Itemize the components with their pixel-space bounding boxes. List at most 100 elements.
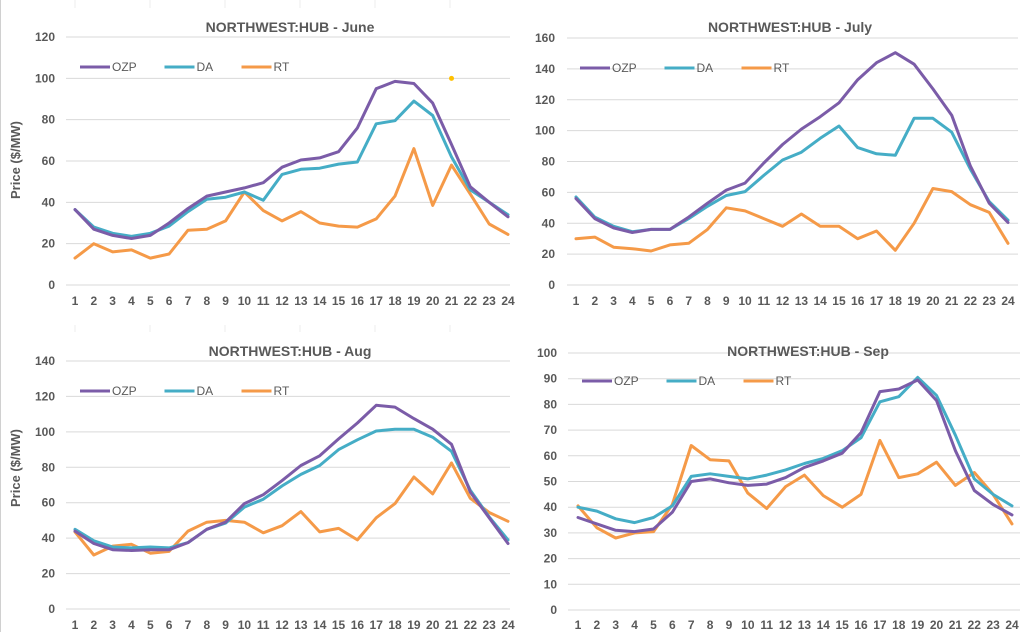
x-tick-label: 15 [832, 294, 846, 308]
x-tick-label: 23 [482, 618, 496, 632]
x-tick-label: 3 [109, 294, 116, 308]
legend-item-ozp: OZP [582, 374, 639, 388]
x-tick-label: 16 [351, 294, 365, 308]
x-tick-label: 23 [482, 294, 496, 308]
y-tick-label: 100 [35, 71, 55, 85]
y-tick-label: 0 [548, 278, 555, 292]
x-tick-label: 12 [776, 294, 790, 308]
series-line-da [73, 427, 510, 550]
x-tick-label: 18 [889, 294, 903, 308]
x-tick-label: 24 [1001, 294, 1015, 308]
x-tick-label: 13 [294, 294, 308, 308]
legend-label: DA [197, 384, 214, 398]
legend-label: OZP [614, 374, 639, 388]
x-tick-label: 20 [426, 294, 440, 308]
x-tick-label: 4 [629, 294, 636, 308]
x-tick-label: 12 [275, 294, 289, 308]
y-tick-label: 100 [535, 124, 555, 138]
legend-item-da: DA [664, 61, 714, 75]
x-tick-label: 10 [238, 294, 252, 308]
x-tick-label: 6 [667, 294, 674, 308]
x-tick-label: 2 [90, 294, 97, 308]
x-tick-label: 18 [388, 294, 402, 308]
x-tick-label: 13 [795, 294, 809, 308]
x-tick-label: 8 [704, 294, 711, 308]
y-tick-label: 10 [544, 577, 558, 591]
x-tick-label: 20 [930, 618, 944, 632]
x-tick-label: 1 [72, 618, 79, 632]
y-tick-label: 20 [42, 567, 56, 581]
x-tick-label: 5 [147, 294, 154, 308]
x-tick-label: 14 [313, 294, 327, 308]
legend-item-ozp: OZP [80, 384, 137, 398]
y-tick-label: 80 [42, 113, 56, 127]
legend-item-da: DA [666, 374, 715, 388]
y-tick-label: 80 [42, 460, 56, 474]
series-line-ozp [576, 378, 1014, 534]
x-tick-label: 4 [128, 294, 135, 308]
legend-label: OZP [612, 61, 637, 75]
legend-label: RT [274, 384, 290, 398]
x-tick-label: 7 [185, 294, 192, 308]
y-tick-label: 50 [544, 475, 558, 489]
x-tick-label: 6 [166, 618, 173, 632]
legend-label: RT [274, 60, 290, 74]
legend-item-ozp: OZP [80, 60, 137, 74]
legend-label: DA [697, 61, 714, 75]
y-tick-label: 90 [544, 372, 558, 386]
series-line-rt [73, 147, 510, 260]
chart-title: NORTHWEST:HUB - Sep [727, 343, 889, 359]
annotation-dot [449, 75, 455, 81]
y-tick-label: 0 [48, 278, 55, 292]
legend-label: RT [776, 374, 792, 388]
x-tick-label: 12 [779, 618, 793, 632]
x-tick-label: 8 [707, 618, 714, 632]
y-tick-label: 30 [544, 526, 558, 540]
legend-label: OZP [112, 60, 137, 74]
chart-title: NORTHWEST:HUB - Aug [209, 343, 372, 359]
y-tick-label: 40 [544, 500, 558, 514]
x-tick-label: 22 [464, 618, 478, 632]
x-tick-label: 19 [407, 294, 421, 308]
x-tick-label: 16 [351, 618, 365, 632]
y-tick-label: 100 [35, 425, 55, 439]
x-tick-label: 9 [222, 294, 229, 308]
x-tick-label: 8 [203, 618, 210, 632]
x-tick-label: 4 [128, 618, 135, 632]
x-tick-label: 16 [851, 294, 865, 308]
y-tick-label: 160 [535, 31, 555, 45]
x-tick-label: 7 [688, 618, 695, 632]
x-tick-label: 1 [575, 618, 582, 632]
x-tick-label: 24 [1005, 618, 1019, 632]
y-tick-label: 20 [42, 237, 56, 251]
y-tick-label: 40 [542, 216, 556, 230]
series-line-rt [576, 438, 1014, 540]
legend-item-rt: RT [741, 61, 790, 75]
x-tick-label: 2 [90, 618, 97, 632]
x-tick-label: 5 [147, 618, 154, 632]
y-tick-label: 120 [535, 93, 555, 107]
x-tick-label: 19 [907, 294, 921, 308]
x-tick-label: 19 [911, 618, 925, 632]
x-tick-label: 15 [332, 618, 346, 632]
y-axis-label: Price ($/MW) [8, 121, 23, 199]
x-tick-label: 2 [594, 618, 601, 632]
x-tick-label: 3 [610, 294, 617, 308]
legend-label: OZP [112, 384, 137, 398]
chart-title: NORTHWEST:HUB - July [708, 19, 872, 35]
x-tick-label: 22 [968, 618, 982, 632]
x-tick-label: 4 [631, 618, 638, 632]
x-tick-label: 10 [238, 618, 252, 632]
x-tick-label: 11 [757, 294, 770, 308]
x-tick-label: 21 [445, 618, 459, 632]
series-line-ozp [73, 403, 510, 552]
x-tick-label: 1 [573, 294, 580, 308]
y-tick-label: 100 [537, 346, 557, 360]
y-tick-label: 140 [535, 62, 555, 76]
x-tick-label: 3 [109, 618, 116, 632]
y-tick-label: 60 [542, 185, 556, 199]
legend-item-ozp: OZP [580, 61, 637, 75]
